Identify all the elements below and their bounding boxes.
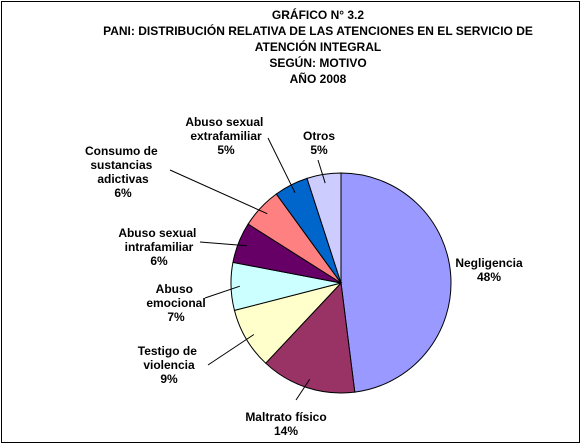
slice-label: Abuso sexual intrafamiliar [118,226,199,254]
slice-value-label: 6% [150,254,168,268]
slice-value-label: 9% [160,372,178,386]
leader-line [207,334,255,366]
slice-value-label: 6% [114,186,132,200]
slice-label: Otros [303,129,335,143]
slice-value-label: 48% [477,270,501,284]
chart-title: GRÁFICO N° 3.2 [272,7,364,22]
chart-title: ATENCIÓN INTEGRAL [255,39,381,54]
leader-line [204,285,241,299]
slice-label: Negligencia [455,256,523,270]
chart-title: SEGÚN: MOTIVO [269,55,366,70]
leader-line [295,378,311,401]
slice-label: Abuso sexual extrafamiliar [185,115,266,143]
leader-line [267,137,296,194]
pie-slice [306,172,342,284]
slice-label: Abuso emocional [146,282,205,310]
leader-line [199,241,247,247]
slice-label: Maltrato físico [245,410,326,424]
slice-value-label: 5% [217,143,235,157]
slice-value-label: 14% [274,424,298,438]
pie-slice [264,281,356,394]
slice-label: Consumo de sustancias adictivas [85,144,161,186]
slice-value-label: 5% [310,143,328,157]
slice-value-label: 7% [167,310,185,324]
pie-slice [340,172,452,393]
leader-line [169,169,268,215]
leader-line [317,159,326,184]
chart-title: AÑO 2008 [290,71,347,86]
chart-title: PANI: DISTRIBUCIÓN RELATIVA DE LAS ATENC… [103,23,533,38]
slice-label: Testigo de violencia [138,344,200,372]
